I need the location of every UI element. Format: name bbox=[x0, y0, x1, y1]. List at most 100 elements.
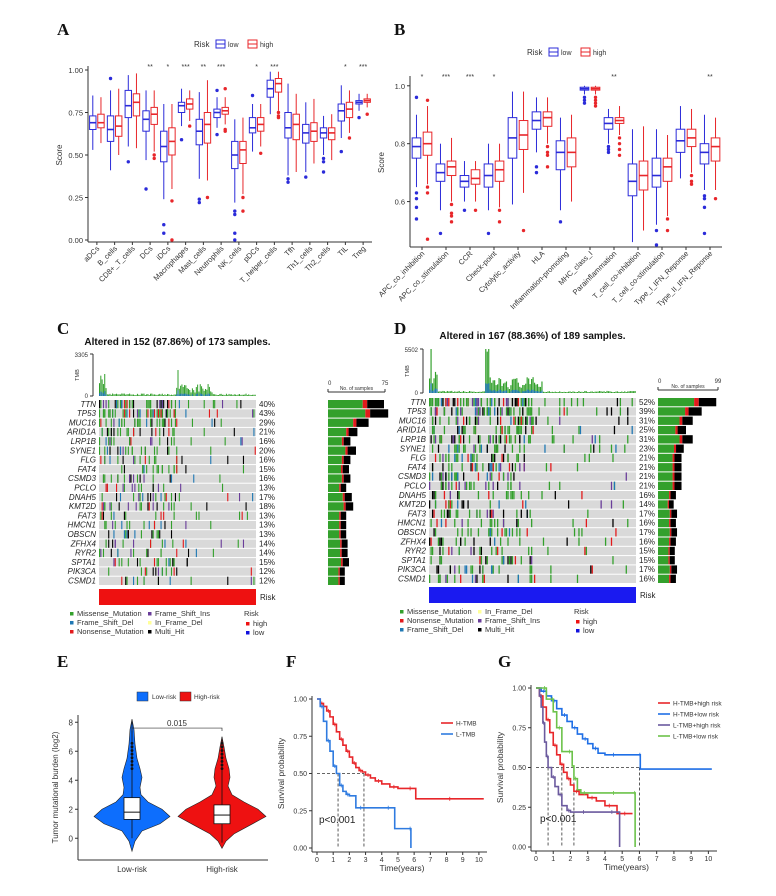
panel-label-b: B bbox=[394, 20, 406, 39]
mutation-cell bbox=[489, 398, 491, 407]
mutation-cell bbox=[522, 398, 524, 407]
box-low bbox=[177, 101, 186, 114]
violin-outlier bbox=[220, 763, 224, 767]
mutation-cell bbox=[507, 491, 509, 500]
mutation-cell bbox=[488, 481, 490, 490]
mutation-cell bbox=[507, 472, 509, 481]
mutation-cell bbox=[494, 444, 496, 453]
outlier-high bbox=[425, 98, 430, 102]
y-tick-label: 0.6 bbox=[395, 198, 405, 207]
mutation-cell bbox=[130, 548, 132, 558]
tmb-bar bbox=[232, 395, 234, 396]
mutation-cell bbox=[117, 455, 119, 465]
panel-label-c: C bbox=[57, 319, 70, 338]
x-tick-label: Treg bbox=[350, 244, 367, 261]
mutation-cell bbox=[460, 435, 462, 444]
box-high bbox=[470, 169, 481, 185]
gene-label: TP53 bbox=[77, 409, 97, 418]
tmb-bar-segment bbox=[497, 391, 499, 393]
mutation-cell bbox=[110, 511, 112, 520]
gene-label: SPTA1 bbox=[71, 558, 96, 567]
mutation-cell bbox=[170, 474, 173, 483]
oncoplot-row-bg bbox=[99, 483, 256, 492]
mutation-cell bbox=[252, 493, 254, 502]
mutation-cell bbox=[505, 491, 508, 500]
mutation-cell bbox=[467, 500, 469, 509]
outlier-high bbox=[689, 182, 694, 186]
mutation-cell bbox=[433, 491, 435, 500]
mutation-cell bbox=[241, 511, 243, 520]
tmb-bar bbox=[559, 391, 561, 393]
tmb-bar-segment bbox=[488, 383, 490, 393]
tmb-bar bbox=[463, 391, 465, 393]
mutation-cell bbox=[121, 576, 123, 585]
mutation-cell bbox=[488, 463, 490, 472]
mutation-cell bbox=[590, 444, 592, 453]
mutation-cell bbox=[253, 427, 255, 437]
mutation-cell bbox=[470, 481, 472, 490]
x-tick-label: 8 bbox=[445, 857, 449, 864]
box-high bbox=[274, 78, 283, 93]
mutation-cell bbox=[123, 483, 125, 492]
tmb-bar bbox=[621, 391, 623, 393]
mutation-cell bbox=[139, 474, 141, 483]
mutation-cell bbox=[133, 455, 135, 465]
tmb-bar bbox=[464, 391, 466, 393]
sample-bar-multihit bbox=[339, 567, 345, 576]
mutation-cell bbox=[143, 576, 145, 585]
mutation-cell bbox=[491, 565, 493, 574]
tmb-bar bbox=[218, 395, 220, 396]
mutation-cell bbox=[112, 539, 114, 548]
tmb-bar-segment bbox=[181, 393, 183, 396]
tmb-bar bbox=[486, 351, 488, 393]
gene-label: FAT3 bbox=[78, 511, 97, 520]
oncoplot-row-bg bbox=[99, 502, 256, 511]
mutation-cell bbox=[457, 425, 459, 435]
mutation-cell bbox=[146, 548, 148, 558]
mutation-cell bbox=[122, 446, 124, 455]
mutation-cell bbox=[125, 530, 127, 539]
mutation-cell bbox=[622, 500, 624, 509]
mutation-cell bbox=[164, 520, 166, 530]
mutation-cell bbox=[627, 518, 629, 528]
oncoplot-row-bg bbox=[99, 548, 256, 558]
sample-bar-multihit bbox=[674, 481, 682, 490]
legend-label: L-TMB+low risk bbox=[673, 734, 719, 741]
mutation-cell bbox=[240, 400, 242, 409]
mutation-cell bbox=[531, 425, 533, 435]
mutation-cell bbox=[254, 446, 256, 455]
mutation-cell bbox=[457, 398, 459, 407]
mutation-cell bbox=[461, 463, 463, 472]
mutation-cell bbox=[440, 537, 443, 546]
mutation-cell bbox=[508, 556, 511, 565]
mutation-cell bbox=[433, 435, 435, 444]
mutation-cell bbox=[624, 444, 626, 453]
sample-bar-multihit bbox=[669, 556, 675, 565]
mutation-cell bbox=[237, 539, 239, 548]
sample-bar-missense bbox=[658, 481, 673, 490]
mutation-cell bbox=[113, 558, 115, 567]
tmb-bar bbox=[601, 391, 604, 393]
gene-percent: 25% bbox=[639, 426, 655, 435]
sample-bar-nonsense bbox=[679, 416, 683, 425]
mutation-cell bbox=[210, 520, 212, 530]
outlier-low bbox=[414, 196, 419, 201]
outlier-low bbox=[582, 95, 587, 100]
oncoplot-row-bg bbox=[99, 437, 256, 446]
outlier-low bbox=[215, 132, 219, 137]
mutation-cell bbox=[508, 425, 511, 435]
oncoplot-row-bg bbox=[99, 446, 256, 455]
mutation-cell bbox=[510, 435, 512, 444]
tmb-bar bbox=[122, 393, 124, 396]
mutation-cell bbox=[172, 427, 174, 437]
mutation-cell bbox=[434, 500, 437, 509]
sample-bar-nonsense bbox=[339, 520, 341, 530]
mutation-cell bbox=[529, 407, 531, 416]
mutation-cell bbox=[195, 511, 197, 520]
mutation-cell bbox=[465, 481, 468, 490]
tmb-bar bbox=[634, 390, 636, 393]
mutation-cell bbox=[121, 400, 123, 409]
violin-outlier bbox=[220, 752, 224, 756]
mutation-cell bbox=[155, 567, 157, 576]
oncoplot-row-bg bbox=[429, 481, 636, 490]
